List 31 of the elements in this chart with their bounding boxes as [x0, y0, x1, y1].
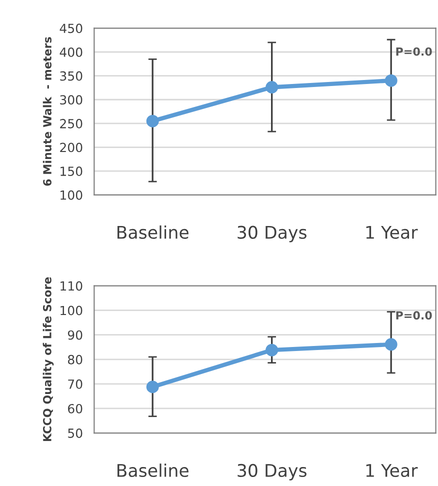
y-tick-label: 250	[60, 118, 82, 128]
y-tick-label: 200	[60, 142, 82, 152]
y-axis-title: 6 Minute Walk - meters	[42, 37, 52, 186]
annotation: P=0.0	[396, 311, 432, 320]
y-tick-label: 100	[60, 306, 82, 316]
y-tick-label: 90	[68, 330, 82, 340]
point	[146, 114, 159, 128]
x-tick-label: 1 Year	[366, 464, 418, 478]
y-tick-label: 80	[68, 354, 82, 364]
annotation: P=0.0	[396, 47, 432, 56]
y-tick-label: 70	[68, 379, 82, 389]
x-tick-label: 1 Year	[366, 226, 418, 239]
x-tick-label: Baseline	[118, 464, 188, 478]
x-tick-label: 30 Days	[238, 226, 306, 242]
y-tick-label: 60	[68, 404, 82, 414]
point	[384, 74, 398, 87]
y-tick-label: 450	[60, 24, 82, 34]
y-tick-label: 300	[60, 95, 82, 105]
y-axis-title: KCCQ Quality of Life Score	[42, 277, 54, 442]
y-tick-label: 350	[60, 71, 82, 81]
point	[146, 380, 159, 394]
y-tick-label: 50	[68, 428, 82, 438]
x-tick-label: 30 Days	[238, 464, 306, 480]
y-tick-label: 110	[60, 281, 82, 291]
point	[266, 344, 278, 356]
y-tick-label: 150	[60, 166, 82, 176]
y-tick-label: 400	[60, 47, 82, 57]
y-tick-label: 100	[60, 190, 82, 200]
point	[266, 80, 278, 94]
point	[384, 338, 398, 351]
x-tick-label: Baseline	[118, 225, 188, 239]
